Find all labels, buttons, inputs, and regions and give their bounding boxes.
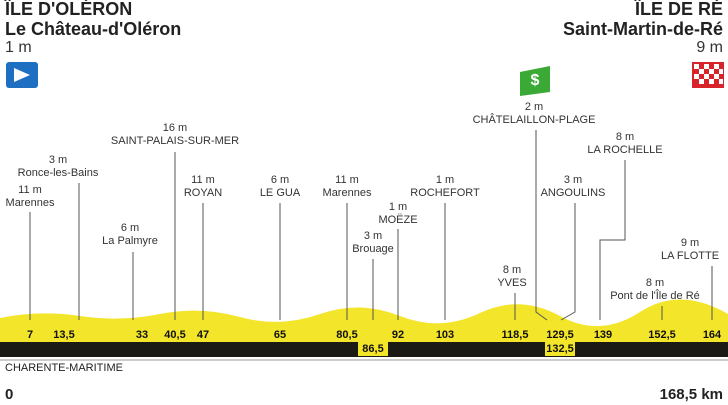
waypoint-km: 118,5 [502, 329, 529, 341]
start-altitude: 1 m [5, 39, 32, 56]
start-icon [6, 62, 38, 88]
waypoint-name: YVES [497, 277, 526, 289]
waypoint-altitude: 2 m [525, 101, 543, 113]
waypoint-name: Marennes [6, 197, 55, 209]
waypoint-name: CHÂTELAILLON-PLAGE [473, 113, 596, 126]
waypoint-km: 164 [703, 329, 722, 341]
waypoint-name: ROCHEFORT [410, 187, 480, 199]
finish-icon [692, 62, 724, 88]
waypoint-altitude: 6 m [271, 174, 289, 186]
waypoint-name: LA ROCHELLE [587, 144, 662, 156]
waypoint-km: 103 [436, 329, 454, 341]
waypoint-km: 139 [594, 329, 612, 341]
distance-start: 0 [5, 386, 13, 403]
finish-town: Saint-Martin-de-Ré [563, 19, 723, 39]
waypoint-altitude: 11 m [18, 184, 42, 196]
waypoint-altitude: 8 m [646, 277, 664, 289]
finish-region: ÎLE DE RÉ [634, 0, 723, 19]
waypoint-km: 86,5 [362, 343, 383, 355]
waypoint-altitude: 11 m [335, 174, 359, 186]
waypoint-km: 33 [136, 329, 148, 341]
waypoint-name: SAINT-PALAIS-SUR-MER [111, 135, 239, 147]
leader-line [535, 130, 548, 321]
km-label-bg [545, 342, 575, 356]
waypoint-altitude: 3 m [364, 230, 382, 242]
waypoint-km: 80,5 [336, 329, 357, 341]
waypoint-altitude: 3 m [564, 174, 582, 186]
waypoint-km: 152,5 [648, 329, 676, 341]
svg-text:$: $ [531, 72, 540, 89]
waypoint-name: MOËZE [378, 214, 417, 226]
waypoint-name: Brouage [352, 243, 394, 255]
waypoint-km: 7 [27, 329, 33, 341]
start-region: ÎLE D'OLÉRON [4, 0, 132, 19]
waypoint-km: 65 [274, 329, 286, 341]
waypoint-name: La Palmyre [102, 235, 158, 247]
leader-line [599, 160, 626, 320]
waypoint-altitude: 8 m [616, 131, 634, 143]
waypoint-km: 129,5 [546, 329, 574, 341]
waypoint-altitude: 16 m [163, 122, 187, 134]
distance-end: 168,5 km [660, 386, 723, 403]
waypoint-name: ANGOULINS [541, 187, 606, 199]
waypoint-name: LE GUA [260, 187, 301, 199]
km-label-bg [358, 342, 388, 356]
waypoint-km: 132,5 [546, 343, 574, 355]
waypoint-km: 13,5 [53, 329, 74, 341]
leader-line [560, 203, 576, 321]
waypoint-altitude: 8 m [503, 264, 521, 276]
sprint-icon: $ [520, 66, 550, 96]
waypoint-altitude: 3 m [49, 154, 67, 166]
waypoint-altitude: 11 m [191, 174, 215, 186]
waypoint-km: 40,5 [164, 329, 185, 341]
waypoint-altitude: 9 m [681, 237, 699, 249]
waypoint-km: 47 [197, 329, 209, 341]
department: CHARENTE-MARITIME [5, 362, 123, 374]
finish-altitude: 9 m [696, 39, 723, 56]
start-town: Le Château-d'Oléron [5, 19, 181, 39]
waypoint-name: ROYAN [184, 187, 222, 199]
km-band [0, 326, 728, 342]
waypoint-altitude: 1 m [389, 201, 407, 213]
waypoint-name: Ronce-les-Bains [18, 167, 99, 179]
waypoint-km: 92 [392, 329, 404, 341]
waypoint-name: Pont de l'Île de Ré [610, 289, 700, 302]
waypoint-name: LA FLOTTE [661, 250, 719, 262]
waypoint-name: Marennes [323, 187, 372, 199]
waypoint-altitude: 1 m [436, 174, 454, 186]
waypoint-altitude: 6 m [121, 222, 139, 234]
